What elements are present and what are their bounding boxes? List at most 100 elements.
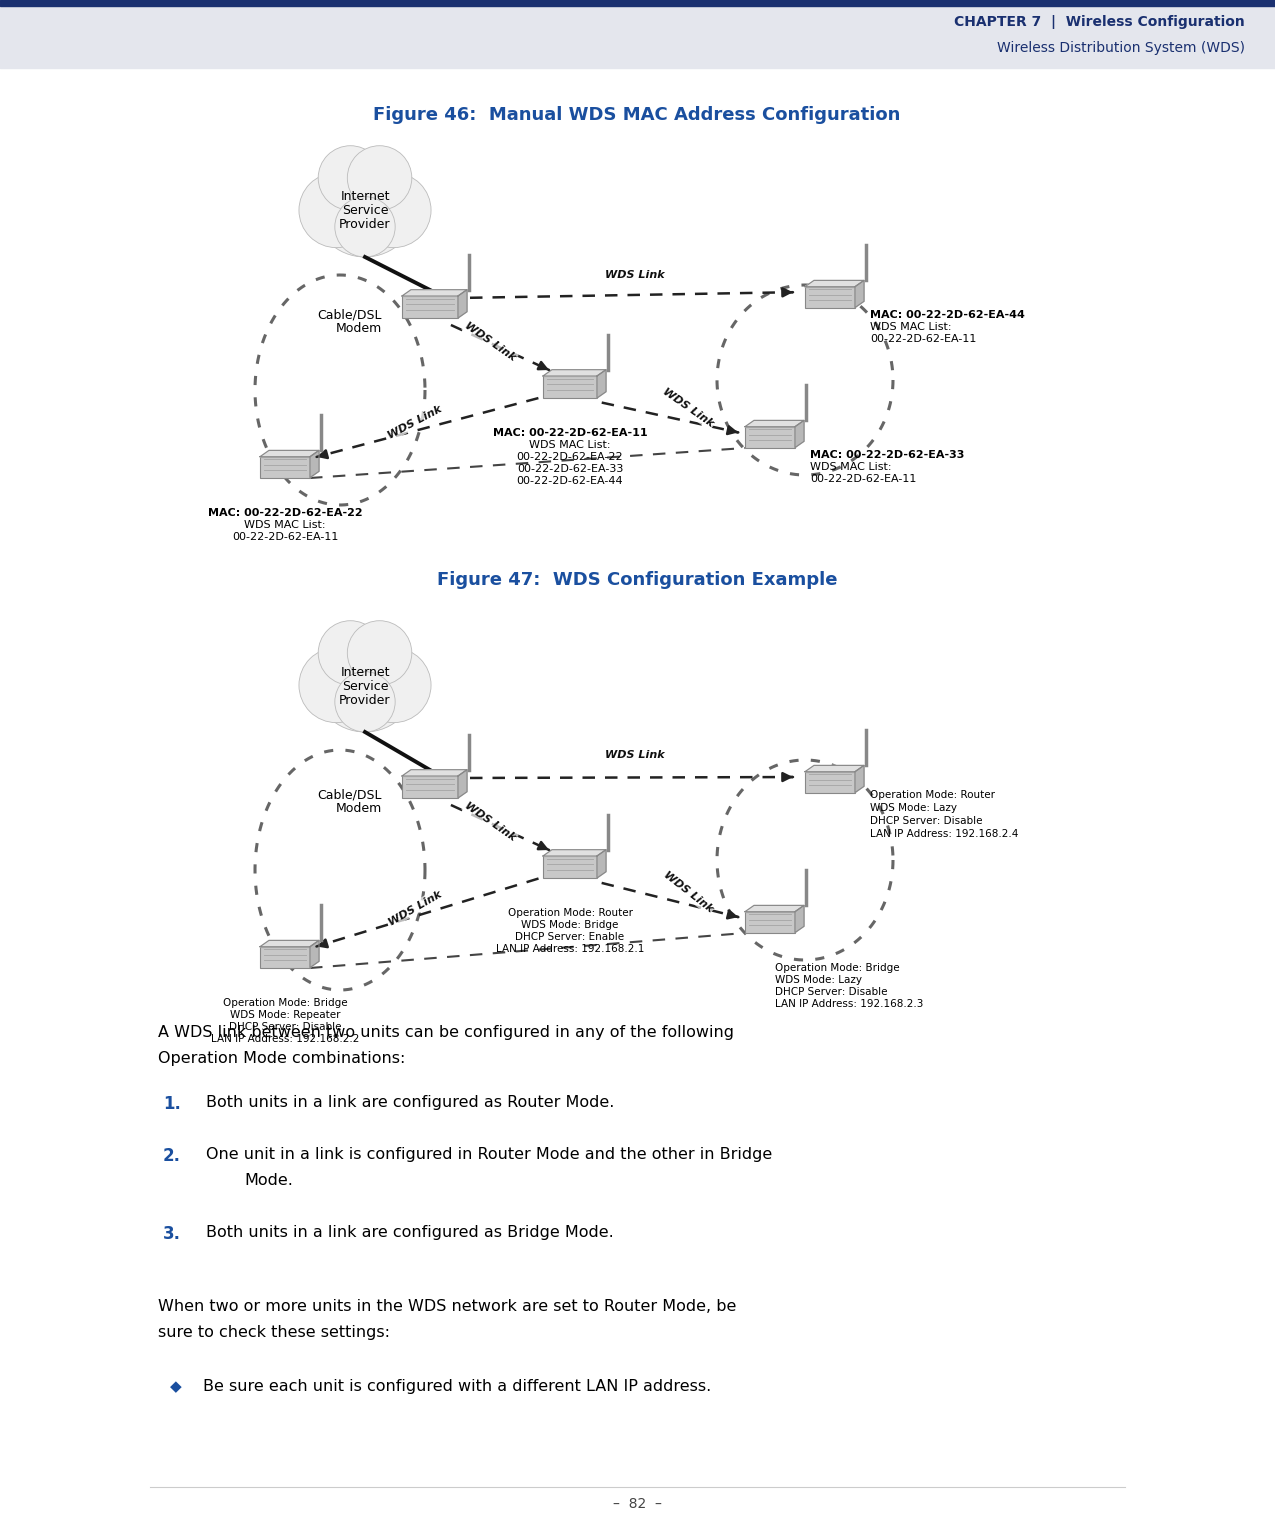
Polygon shape <box>597 850 606 878</box>
Text: One unit in a link is configured in Router Mode and the other in Bridge: One unit in a link is configured in Rout… <box>207 1147 773 1161</box>
Circle shape <box>298 173 374 248</box>
Text: Internet: Internet <box>340 190 390 204</box>
Text: MAC: 00-22-2D-62-EA-33: MAC: 00-22-2D-62-EA-33 <box>810 450 964 460</box>
Bar <box>0 0 1275 6</box>
Text: MAC: 00-22-2D-62-EA-44: MAC: 00-22-2D-62-EA-44 <box>870 309 1025 320</box>
FancyBboxPatch shape <box>745 912 796 933</box>
Circle shape <box>319 620 382 685</box>
Polygon shape <box>310 450 319 478</box>
Text: Figure 47:  WDS Configuration Example: Figure 47: WDS Configuration Example <box>437 571 838 588</box>
Text: ◆: ◆ <box>170 1379 182 1394</box>
Polygon shape <box>260 941 319 947</box>
Text: Both units in a link are configured as Router Mode.: Both units in a link are configured as R… <box>207 1095 615 1111</box>
Text: WDS Link: WDS Link <box>386 889 444 927</box>
FancyBboxPatch shape <box>260 457 310 478</box>
FancyBboxPatch shape <box>543 375 597 398</box>
Text: WDS Link: WDS Link <box>606 270 664 280</box>
Text: Operation Mode: Bridge: Operation Mode: Bridge <box>223 997 347 1008</box>
Text: Operation Mode: Router: Operation Mode: Router <box>870 791 994 800</box>
Text: Operation Mode combinations:: Operation Mode combinations: <box>158 1051 405 1066</box>
Text: WDS Link: WDS Link <box>386 403 444 440</box>
Bar <box>0 0 1275 67</box>
Text: DHCP Server: Disable: DHCP Server: Disable <box>228 1022 342 1033</box>
Text: Be sure each unit is configured with a different LAN IP address.: Be sure each unit is configured with a d… <box>203 1379 711 1394</box>
Text: LAN IP Address: 192.168.2.4: LAN IP Address: 192.168.2.4 <box>870 829 1019 840</box>
Text: Cable/DSL: Cable/DSL <box>317 308 382 322</box>
Text: WDS Mode: Repeater: WDS Mode: Repeater <box>230 1010 340 1020</box>
Circle shape <box>335 196 395 257</box>
Text: WDS MAC List:: WDS MAC List: <box>245 519 325 530</box>
Polygon shape <box>856 280 864 308</box>
Text: Figure 46:  Manual WDS MAC Address Configuration: Figure 46: Manual WDS MAC Address Config… <box>374 106 900 124</box>
Text: A WDS link between two units can be configured in any of the following: A WDS link between two units can be conf… <box>158 1025 734 1040</box>
Text: 3.: 3. <box>163 1226 181 1242</box>
Polygon shape <box>745 905 805 912</box>
Circle shape <box>347 620 412 685</box>
Text: 00-22-2D-62-EA-11: 00-22-2D-62-EA-11 <box>810 473 917 484</box>
Text: LAN IP Address: 192.168.2.2: LAN IP Address: 192.168.2.2 <box>210 1034 360 1043</box>
Text: Modem: Modem <box>335 801 382 815</box>
Text: Modem: Modem <box>335 322 382 334</box>
Circle shape <box>312 153 417 257</box>
Text: WDS Mode: Lazy: WDS Mode: Lazy <box>870 803 958 813</box>
Text: 00-22-2D-62-EA-44: 00-22-2D-62-EA-44 <box>516 476 623 486</box>
FancyBboxPatch shape <box>805 286 856 308</box>
Text: 00-22-2D-62-EA-11: 00-22-2D-62-EA-11 <box>870 334 977 345</box>
Polygon shape <box>597 369 606 398</box>
Text: WDS MAC List:: WDS MAC List: <box>529 440 611 450</box>
Circle shape <box>347 146 412 210</box>
FancyBboxPatch shape <box>805 772 856 792</box>
Text: Operation Mode: Router: Operation Mode: Router <box>507 908 632 918</box>
Polygon shape <box>310 941 319 968</box>
Polygon shape <box>543 850 606 856</box>
Text: WDS Link: WDS Link <box>463 801 518 843</box>
Polygon shape <box>805 766 864 772</box>
Polygon shape <box>458 290 467 319</box>
Polygon shape <box>805 280 864 286</box>
Text: Service: Service <box>342 680 389 692</box>
Circle shape <box>356 648 431 723</box>
Text: Wireless Distribution System (WDS): Wireless Distribution System (WDS) <box>997 41 1244 55</box>
Text: WDS MAC List:: WDS MAC List: <box>870 322 951 332</box>
Text: WDS Mode: Lazy: WDS Mode: Lazy <box>775 974 862 985</box>
Text: LAN IP Address: 192.168.2.1: LAN IP Address: 192.168.2.1 <box>496 944 644 954</box>
Text: DHCP Server: Disable: DHCP Server: Disable <box>870 817 983 826</box>
FancyBboxPatch shape <box>260 947 310 968</box>
Text: 00-22-2D-62-EA-11: 00-22-2D-62-EA-11 <box>232 532 338 542</box>
Text: WDS Link: WDS Link <box>606 751 664 760</box>
Text: WDS MAC List:: WDS MAC List: <box>810 463 891 472</box>
Text: Cable/DSL: Cable/DSL <box>317 789 382 801</box>
Text: WDS Link: WDS Link <box>463 320 518 363</box>
Text: 1.: 1. <box>163 1095 181 1114</box>
Text: WDS Mode: Bridge: WDS Mode: Bridge <box>521 921 618 930</box>
Text: Both units in a link are configured as Bridge Mode.: Both units in a link are configured as B… <box>207 1226 613 1239</box>
Polygon shape <box>745 420 805 427</box>
FancyBboxPatch shape <box>402 777 458 798</box>
Text: MAC: 00-22-2D-62-EA-11: MAC: 00-22-2D-62-EA-11 <box>492 427 648 438</box>
Text: –  82  –: – 82 – <box>613 1497 662 1511</box>
FancyBboxPatch shape <box>543 856 597 878</box>
Circle shape <box>298 648 374 723</box>
Text: DHCP Server: Disable: DHCP Server: Disable <box>775 987 887 997</box>
Text: MAC: 00-22-2D-62-EA-22: MAC: 00-22-2D-62-EA-22 <box>208 509 362 518</box>
Text: sure to check these settings:: sure to check these settings: <box>158 1325 390 1340</box>
Polygon shape <box>458 769 467 798</box>
Text: DHCP Server: Enable: DHCP Server: Enable <box>515 931 625 942</box>
Text: Operation Mode: Bridge: Operation Mode: Bridge <box>775 964 900 973</box>
Text: CHAPTER 7  |  Wireless Configuration: CHAPTER 7 | Wireless Configuration <box>954 15 1244 29</box>
Polygon shape <box>543 369 606 375</box>
Circle shape <box>312 628 417 732</box>
Polygon shape <box>796 905 805 933</box>
Text: Mode.: Mode. <box>244 1174 293 1187</box>
Text: WDS Link: WDS Link <box>662 870 714 915</box>
Circle shape <box>356 173 431 248</box>
Text: Internet: Internet <box>340 665 390 679</box>
Circle shape <box>319 146 382 210</box>
Polygon shape <box>402 290 467 296</box>
Circle shape <box>335 671 395 732</box>
Text: Service: Service <box>342 204 389 218</box>
Text: LAN IP Address: 192.168.2.3: LAN IP Address: 192.168.2.3 <box>775 999 923 1010</box>
Text: Provider: Provider <box>339 219 390 231</box>
Text: WDS Link: WDS Link <box>660 386 715 429</box>
Polygon shape <box>796 420 805 447</box>
